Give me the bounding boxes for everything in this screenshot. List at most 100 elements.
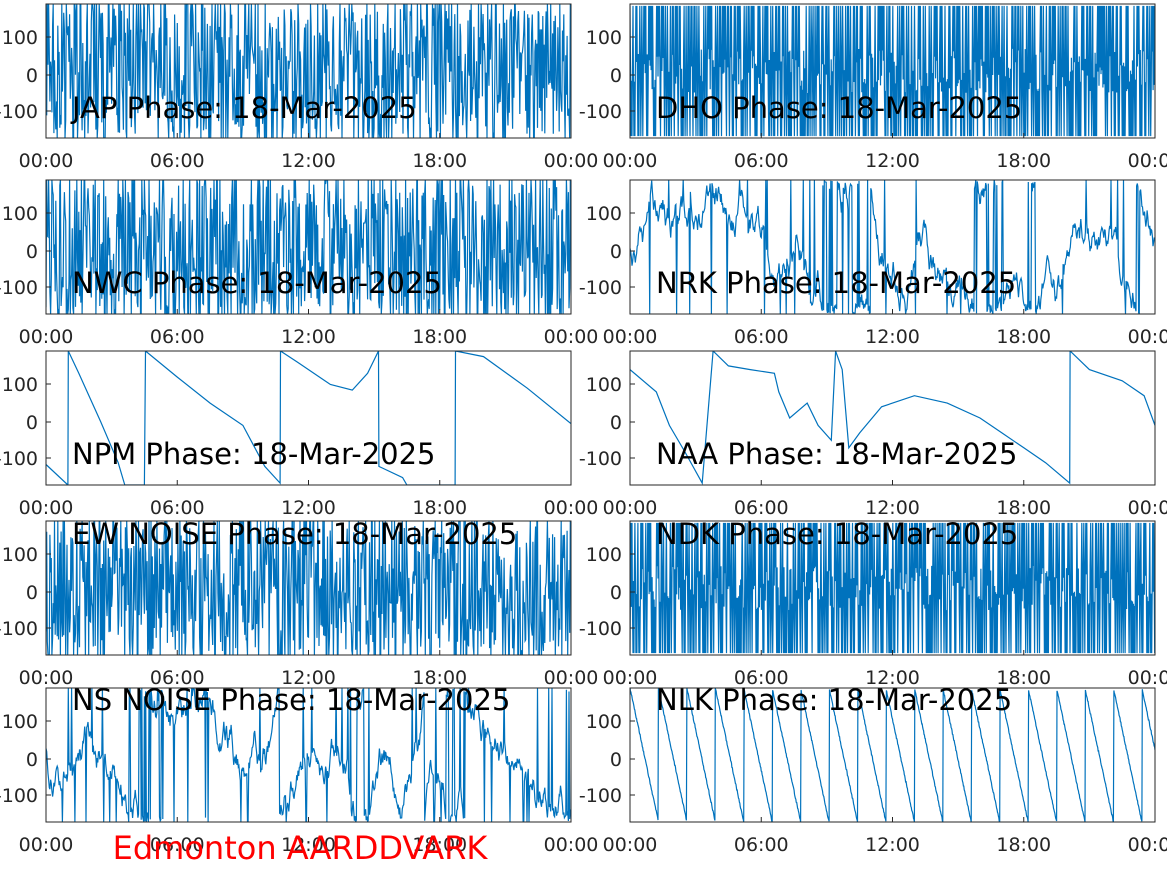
phase-series-line	[630, 5, 1155, 137]
x-tick-label: 18:00	[996, 326, 1051, 348]
x-tick-label: 18:00	[996, 667, 1051, 689]
subplot-title: EW NOISE Phase: 18-Mar-2025	[72, 517, 517, 551]
x-tick-label: 06:00	[734, 834, 789, 856]
y-tick-label: 0	[26, 749, 38, 771]
y-tick-label: -100	[0, 101, 38, 123]
x-tick-label: 18:00	[412, 667, 467, 689]
x-tick-label: 18:00	[412, 326, 467, 348]
x-tick-label: 06:00	[150, 497, 205, 519]
subplot-title: NAA Phase: 18-Mar-2025	[656, 437, 1017, 471]
x-tick-label: 12:00	[865, 150, 920, 172]
subplot-2: 00:00 06:00 12:00 18:00 00:00 100 0 -100 DHO Pha…	[579, 3, 1167, 172]
subplot-title: NRK Phase: 18-Mar-2025	[656, 266, 1016, 300]
x-tick-label: 12:00	[281, 326, 336, 348]
y-tick-label: -100	[0, 618, 38, 640]
y-tick-label: 0	[610, 412, 622, 434]
subplot-title: JAP Phase: 18-Mar-2025	[70, 91, 417, 125]
subplot-5: 00:00 06:00 12:00 18:00 00:00 100 0 -100 NPM Pha…	[0, 350, 599, 519]
y-tick-label: 0	[26, 582, 38, 604]
y-tick-label: 100	[586, 203, 622, 225]
y-tick-label: 100	[2, 27, 38, 49]
y-tick-label: 100	[586, 544, 622, 566]
x-tick-label: 00:00	[1128, 150, 1167, 172]
y-tick-label: -100	[579, 448, 622, 470]
x-tick-label: 06:00	[150, 150, 205, 172]
subplot-1: 00:00 06:00 12:00 18:00 00:00 100 0 -100 JAP Pha…	[0, 3, 599, 172]
y-tick-label: -100	[0, 448, 38, 470]
y-tick-label: 0	[26, 412, 38, 434]
x-tick-label: 12:00	[865, 667, 920, 689]
x-tick-label: 00:00	[544, 667, 599, 689]
y-tick-label: -100	[579, 618, 622, 640]
y-tick-label: -100	[0, 277, 38, 299]
phase-series-line	[630, 180, 1155, 314]
y-tick-label: 0	[26, 241, 38, 263]
subplot-4: 00:00 06:00 12:00 18:00 00:00 100 0 -100 NRK Pha…	[579, 179, 1167, 348]
subplot-title: NLK Phase: 18-Mar-2025	[656, 683, 1012, 717]
x-tick-label: 00:00	[603, 326, 658, 348]
subplot-title: NDK Phase: 18-Mar-2025	[656, 517, 1018, 551]
x-tick-label: 18:00	[996, 150, 1051, 172]
phase-series-line	[630, 522, 1155, 654]
station-label: Edmonton AARDDVARK	[113, 829, 489, 867]
x-tick-label: 00:00	[19, 326, 74, 348]
x-tick-label: 00:00	[544, 326, 599, 348]
phase-series-line	[630, 351, 1155, 485]
x-tick-label: 00:00	[603, 834, 658, 856]
subplot-title: DHO Phase: 18-Mar-2025	[656, 91, 1022, 125]
x-tick-label: 00:00	[544, 150, 599, 172]
y-tick-label: -100	[579, 101, 622, 123]
y-tick-label: 0	[610, 749, 622, 771]
x-tick-label: 06:00	[150, 834, 205, 856]
subplot-7: 00:00 06:00 12:00 18:00 00:00 100 0 -100 EW NOIS…	[0, 517, 598, 689]
x-tick-label: 06:00	[734, 667, 789, 689]
y-tick-label: -100	[0, 785, 38, 807]
y-tick-label: 0	[610, 241, 622, 263]
y-tick-label: 100	[2, 374, 38, 396]
phase-series-line	[46, 688, 571, 822]
y-tick-label: 0	[610, 582, 622, 604]
x-tick-label: 12:00	[865, 326, 920, 348]
x-tick-label: 12:00	[281, 497, 336, 519]
phase-series-line	[46, 521, 571, 655]
y-tick-label: -100	[579, 785, 622, 807]
x-tick-label: 18:00	[412, 834, 467, 856]
x-tick-label: 06:00	[734, 326, 789, 348]
subplot-10: 00:00 06:00 12:00 18:00 00:00 100 0 -100 NLK Pha…	[579, 683, 1167, 856]
y-tick-label: 0	[610, 65, 622, 87]
x-tick-label: 18:00	[996, 834, 1051, 856]
y-tick-label: -100	[579, 277, 622, 299]
x-tick-label: 00:00	[19, 150, 74, 172]
x-tick-label: 18:00	[412, 150, 467, 172]
subplot-3: 00:00 06:00 12:00 18:00 00:00 100 0 -100 NWC Pha…	[0, 179, 599, 348]
x-tick-label: 12:00	[281, 150, 336, 172]
phase-series-line	[630, 688, 1155, 822]
y-tick-label: 100	[2, 711, 38, 733]
y-tick-label: 0	[26, 65, 38, 87]
subplot-title: NS NOISE Phase: 18-Mar-2025	[72, 683, 510, 717]
subplot-title: NPM Phase: 18-Mar-2025	[72, 437, 436, 471]
y-tick-label: 100	[586, 27, 622, 49]
subplot-8: 00:00 06:00 12:00 18:00 00:00 100 0 -100 NDK Pha…	[579, 517, 1167, 689]
x-tick-label: 00:00	[19, 497, 74, 519]
x-tick-label: 00:00	[1128, 834, 1167, 856]
x-tick-label: 00:00	[1128, 497, 1167, 519]
y-tick-label: 100	[2, 203, 38, 225]
y-tick-label: 100	[586, 711, 622, 733]
x-tick-label: 00:00	[19, 834, 74, 856]
subplot-9: 00:00 06:00 12:00 18:00 00:00 100 0 -100 NS NOIS…	[0, 683, 598, 856]
x-tick-label: 18:00	[412, 497, 467, 519]
x-tick-label: 06:00	[150, 667, 205, 689]
x-tick-label: 00:00	[19, 667, 74, 689]
y-tick-label: 100	[586, 374, 622, 396]
phase-series-line	[46, 180, 571, 314]
x-tick-label: 06:00	[734, 497, 789, 519]
x-tick-label: 00:00	[603, 667, 658, 689]
x-tick-label: 00:00	[1128, 326, 1167, 348]
x-tick-label: 00:00	[544, 834, 599, 856]
x-tick-label: 00:00	[544, 497, 599, 519]
x-tick-label: 00:00	[603, 150, 658, 172]
subplot-grid: 00:00 06:00 12:00 18:00 00:00 100 0 -100 JAP Pha…	[0, 3, 1167, 856]
x-tick-label: 12:00	[281, 667, 336, 689]
